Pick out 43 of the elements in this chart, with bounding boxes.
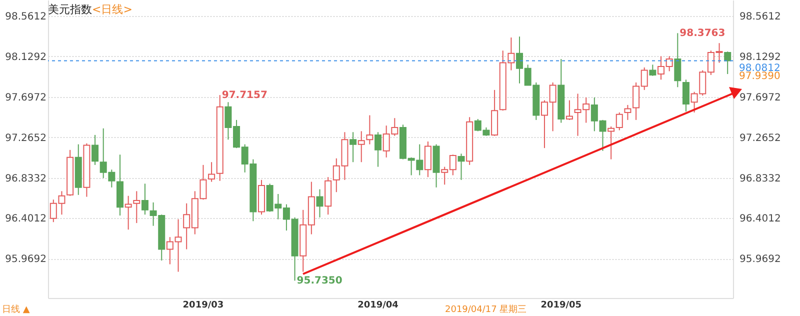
y-tick-label: 97.2652 [5,132,46,144]
y-tick-label: 96.4012 [5,214,46,225]
y-tick-label: 98.5612 [5,11,46,22]
x-tick-label: 2019/04 [358,300,398,310]
text: 日线 ▲ [2,304,30,316]
candlestick [124,195,132,230]
candlestick [724,51,732,75]
candlestick [374,132,382,168]
candlestick [366,114,374,145]
candlestick [674,32,682,88]
x-tick-label: 2019/05 [540,300,582,310]
candlestick [358,130,365,163]
candlestick [458,153,465,180]
y2-tick-label: 96.8332 [740,173,781,184]
y-tick-label: 96.8332 [5,173,46,184]
candlestick [616,112,623,131]
candlestick [682,79,690,112]
candlestick [141,183,148,216]
y-tick-label: 98.1292 [5,52,46,63]
y2-tick-label: 98.1292 [740,52,781,63]
y-tick-label: 95.9692 [5,254,46,266]
text: 2019/04/17 星期三 [445,304,527,316]
candlestick [424,141,432,178]
y-tick-label: 97.6972 [5,92,46,104]
annotation: 97.7157 [222,90,268,102]
chart-subtitle: <日线> [92,3,132,16]
candlestick [316,188,324,218]
y2-tick-label: 97.6972 [740,92,781,104]
x-tick-label: 2019/03 [182,300,224,310]
candlestick [350,132,357,163]
y2-tick-label: 95.9692 [740,254,781,266]
y2-tick-label: 97.2652 [740,132,781,144]
candlestick [92,134,99,166]
text: 97.9390 [739,71,780,82]
y2-tick-label: 96.4012 [740,214,781,225]
candlestick [649,64,656,76]
annotation: 98.3763 [680,28,726,40]
annotation: 95.7350 [296,276,342,287]
candlestick [133,190,140,224]
candlestick [208,162,216,182]
candlestick [608,126,615,160]
candlestick [566,100,573,120]
y2-tick-label: 98.5612 [740,11,781,22]
